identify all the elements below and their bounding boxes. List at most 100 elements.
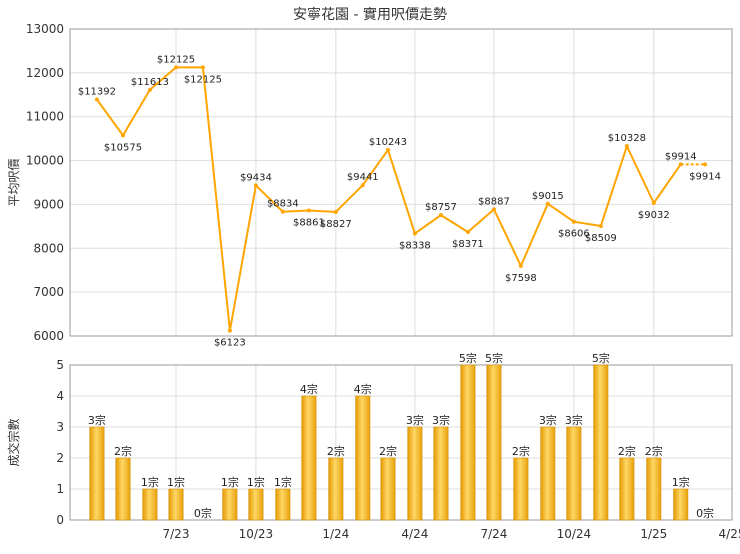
volume-bar-label: 1宗 (247, 475, 265, 489)
volume-bar-label: 5宗 (485, 351, 503, 365)
volume-bar-label: 3宗 (88, 413, 106, 427)
volume-bar-label: 1宗 (141, 475, 159, 489)
volume-bar-label: 2宗 (327, 444, 345, 458)
price-point (571, 219, 576, 224)
x-tick-label: 10/23 (239, 527, 274, 541)
price-plot-frame (69, 28, 733, 337)
price-point (491, 207, 496, 212)
volume-y-tick-label: 2 (56, 451, 64, 465)
price-data-label: $8827 (320, 219, 352, 230)
volume-bar-label: 5宗 (592, 351, 610, 365)
volume-bar (248, 488, 264, 521)
price-panel: 6000 7000 8000 9000 10000 11000 12000 13000 平均呎價… (7, 22, 733, 349)
price-point (385, 147, 390, 152)
volume-bar (275, 488, 291, 521)
price-point (598, 223, 603, 228)
x-tick-label: 4/25 (719, 527, 740, 541)
price-point (360, 183, 365, 188)
x-tick-label: 1/25 (640, 527, 667, 541)
price-data-label: $8338 (399, 240, 431, 251)
price-point (306, 208, 311, 213)
volume-bar (142, 488, 158, 521)
volume-bar-label: 3宗 (539, 413, 557, 427)
price-data-label: $10243 (369, 137, 407, 148)
price-point (147, 87, 152, 92)
volume-bar (89, 426, 105, 521)
volume-bar-label: 3宗 (565, 413, 583, 427)
price-point (280, 209, 285, 214)
volume-bar (115, 457, 131, 521)
volume-bar-label: 3宗 (432, 413, 450, 427)
price-point (94, 97, 99, 102)
price-data-label: $10328 (608, 133, 646, 144)
price-data-label: $7598 (505, 273, 537, 284)
volume-bar (619, 457, 635, 521)
volume-bar (460, 364, 476, 521)
price-data-label: $6123 (214, 338, 246, 349)
price-point (120, 133, 125, 138)
price-point (651, 201, 656, 206)
chart-title: 安寧花園 - 實用呎價走勢 (293, 7, 447, 23)
volume-bar-label: 2宗 (512, 444, 530, 458)
x-tick-label: 7/23 (163, 527, 190, 541)
price-data-label: $9032 (638, 210, 670, 221)
volume-bar (593, 364, 609, 521)
volume-y-tick-label: 1 (56, 482, 64, 496)
volume-bar-label: 2宗 (114, 444, 132, 458)
price-data-label: $11613 (131, 77, 169, 88)
price-point (200, 65, 205, 70)
price-point (412, 231, 417, 236)
volume-bar-label: 4宗 (300, 382, 318, 396)
volume-bar-label: 5宗 (459, 351, 477, 365)
x-tick-label: 10/24 (557, 527, 592, 541)
volume-panel: 0 1 2 3 4 5 7/23 10/23 1/24 4/24 7/24 10/24 1/25 4/25… (6, 351, 740, 541)
price-data-label: $9441 (347, 172, 379, 183)
volume-bar (380, 457, 396, 521)
volume-y-tick-label: 0 (56, 513, 64, 527)
volume-bar (301, 395, 317, 521)
volume-bar-label: 4宗 (354, 382, 372, 396)
price-data-label: $8834 (267, 199, 299, 210)
x-tick-label: 7/24 (480, 527, 507, 541)
volume-bar-label: 2宗 (618, 444, 636, 458)
price-y-tick-label: 12000 (26, 66, 64, 80)
volume-y-tick-label: 5 (56, 358, 64, 372)
price-data-label: $8371 (452, 239, 484, 250)
price-point (253, 183, 258, 188)
volume-bar (540, 426, 556, 521)
volume-y-tick-label: 3 (56, 420, 64, 434)
price-y-axis-title: 平均呎價 (7, 158, 21, 206)
volume-bar (673, 488, 689, 521)
price-point (465, 230, 470, 235)
price-point (173, 65, 178, 70)
price-data-label: $9914 (665, 151, 697, 162)
price-data-label: $12125 (184, 74, 222, 85)
volume-bar-label: 1宗 (672, 475, 690, 489)
price-data-label: $11392 (78, 87, 116, 98)
volume-y-tick-label: 4 (56, 389, 64, 403)
price-y-tick-label: 8000 (33, 241, 64, 255)
price-data-label: $9015 (532, 191, 564, 202)
volume-bar-label: 2宗 (379, 444, 397, 458)
price-data-label: $9914 (689, 171, 721, 182)
volume-bar (566, 426, 582, 521)
volume-bar (355, 395, 371, 521)
price-data-label: $8861 (293, 218, 325, 229)
price-point (518, 263, 523, 268)
x-tick-label: 4/24 (401, 527, 428, 541)
price-data-label: $8509 (585, 233, 617, 244)
price-point (703, 162, 708, 167)
volume-bar-label: 1宗 (221, 475, 239, 489)
x-tick-label: 1/24 (322, 527, 349, 541)
volume-bar (646, 457, 662, 521)
price-point (438, 213, 443, 218)
volume-plot-frame (69, 364, 733, 521)
price-series-line (96, 66, 682, 331)
volume-bar (513, 457, 529, 521)
price-point (624, 144, 629, 149)
price-y-tick-label: 13000 (26, 22, 64, 36)
volume-bar (407, 426, 423, 521)
price-y-tick-label: 9000 (33, 197, 64, 211)
